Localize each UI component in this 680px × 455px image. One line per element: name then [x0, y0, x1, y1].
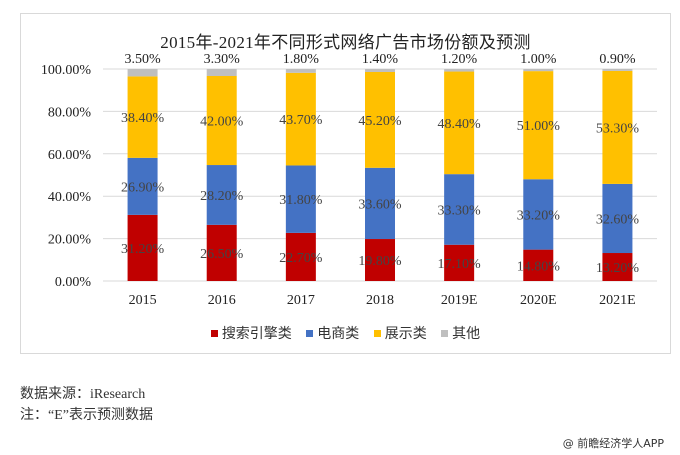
legend-label-other: 其他 — [452, 326, 481, 342]
bar-segment[interactable] — [602, 69, 633, 71]
data-label: 3.50% — [124, 52, 161, 67]
data-label: 1.00% — [520, 52, 557, 67]
legend-swatch-other — [441, 329, 449, 337]
bar-segment[interactable] — [285, 165, 316, 233]
data-label: 3.30% — [204, 52, 241, 67]
x-tick-label: 2021E — [599, 293, 636, 308]
y-tick-label: 20.00% — [48, 233, 92, 248]
data-label: 33.30% — [438, 203, 482, 218]
y-axis-ticks: 0.00% 20.00% 40.00% 60.00% 80.00% 100.00% — [41, 63, 92, 290]
data-label: 31.80% — [279, 193, 323, 208]
bar-segment[interactable] — [127, 76, 158, 158]
data-label: 38.40% — [121, 111, 165, 126]
chart-title: 2015年-2021年不同形式网络广告市场份额及预测 — [160, 33, 531, 52]
x-tick-label: 2018 — [366, 293, 394, 308]
y-tick-label: 40.00% — [48, 190, 92, 205]
legend-swatch-ecommerce — [306, 329, 314, 337]
legend: 搜索引擎类 电商类 展示类 其他 — [21, 323, 670, 343]
bar-segment[interactable] — [444, 71, 475, 175]
legend-swatch-search — [210, 329, 218, 337]
bar-segment[interactable] — [365, 167, 395, 240]
data-label: 43.70% — [279, 113, 323, 128]
y-tick-label: 0.00% — [55, 275, 92, 290]
bar-segment[interactable] — [206, 224, 237, 281]
data-label: 19.80% — [358, 254, 402, 269]
bar-segment[interactable] — [444, 174, 475, 245]
data-label: 22.70% — [279, 251, 323, 266]
bar-segment[interactable] — [127, 69, 158, 77]
data-label: 0.90% — [599, 52, 636, 67]
bar-segment[interactable] — [127, 157, 158, 215]
data-label: 31.20% — [121, 242, 165, 257]
y-tick-label: 80.00% — [48, 105, 92, 120]
chart-frame: 2015年-2021年不同形式网络广告市场份额及预测 0.00% 20.00% 40… — [20, 13, 671, 354]
data-label: 26.50% — [200, 247, 244, 262]
data-label: 53.30% — [596, 121, 640, 136]
legend-label-ecommerce: 电商类 — [317, 326, 360, 342]
data-label: 1.20% — [441, 52, 478, 67]
x-tick-label: 2016 — [208, 293, 236, 308]
x-tick-label: 2020E — [520, 293, 557, 308]
data-label: 13.20% — [596, 261, 640, 276]
bar-segment[interactable] — [523, 249, 554, 281]
x-axis-ticks: 2015 2016 2017 2018 2019E 2020E 2021E — [129, 293, 636, 308]
watermark: @ 前瞻经济学人APP — [562, 437, 664, 450]
data-label: 42.00% — [200, 115, 244, 130]
bar-segment[interactable] — [523, 71, 554, 180]
legend-item-other[interactable]: 其他 — [441, 323, 480, 343]
bar-segment[interactable] — [365, 239, 395, 281]
bar-segment[interactable] — [523, 179, 554, 250]
bar-segment[interactable] — [602, 183, 633, 254]
legend-swatch-display — [373, 329, 381, 337]
data-label: 32.60% — [596, 212, 640, 227]
legend-label-search: 搜索引擎类 — [221, 326, 292, 342]
bar-segment[interactable] — [444, 69, 475, 72]
data-label: 48.40% — [438, 117, 482, 132]
bar-segment[interactable] — [365, 69, 395, 72]
bar-segment[interactable] — [285, 232, 316, 281]
data-label: 33.20% — [517, 208, 561, 223]
x-tick-label: 2017 — [287, 293, 315, 308]
bar-segment[interactable] — [206, 75, 237, 166]
data-label: 45.20% — [358, 114, 402, 129]
bar-segment[interactable] — [206, 165, 237, 225]
legend-item-display[interactable]: 展示类 — [373, 323, 427, 343]
bar-segment[interactable] — [523, 69, 554, 72]
bars — [127, 69, 633, 281]
legend-label-display: 展示类 — [384, 326, 427, 342]
bar-segment[interactable] — [206, 69, 237, 76]
legend-item-search[interactable]: 搜索引擎类 — [210, 323, 292, 343]
bar-segment[interactable] — [602, 70, 633, 184]
data-labels: 31.20% 26.90% 38.40% 3.50% 26.50% 28.20% 42.00… — [121, 52, 639, 276]
bar-segment[interactable] — [365, 71, 395, 168]
bar-segment[interactable] — [444, 244, 475, 281]
data-label: 33.60% — [358, 197, 402, 212]
data-label: 1.40% — [362, 52, 399, 67]
data-label: 1.80% — [283, 52, 320, 67]
bar-segment[interactable] — [602, 253, 633, 281]
plot-area: 0.00% 20.00% 40.00% 60.00% 80.00% 100.00% 31.… — [41, 52, 657, 308]
bar-segment[interactable] — [285, 69, 316, 73]
data-label: 28.20% — [200, 189, 244, 204]
x-tick-label: 2019E — [441, 293, 478, 308]
data-label: 17.10% — [438, 257, 482, 272]
bar-segment[interactable] — [127, 214, 158, 281]
data-label: 26.90% — [121, 180, 165, 195]
data-label: 14.80% — [517, 259, 561, 274]
x-tick-label: 2015 — [129, 293, 157, 308]
data-source-note: 数据来源：iResearch — [20, 387, 146, 402]
data-label: 51.00% — [517, 119, 561, 134]
source-notes: 数据来源：iResearch 注：“E”表示预测数据 — [20, 384, 153, 426]
y-tick-label: 60.00% — [48, 148, 92, 163]
y-tick-label: 100.00% — [41, 63, 92, 78]
estimate-note: 注：“E”表示预测数据 — [20, 408, 153, 423]
legend-item-ecommerce[interactable]: 电商类 — [306, 323, 359, 343]
bar-segment[interactable] — [285, 72, 316, 166]
